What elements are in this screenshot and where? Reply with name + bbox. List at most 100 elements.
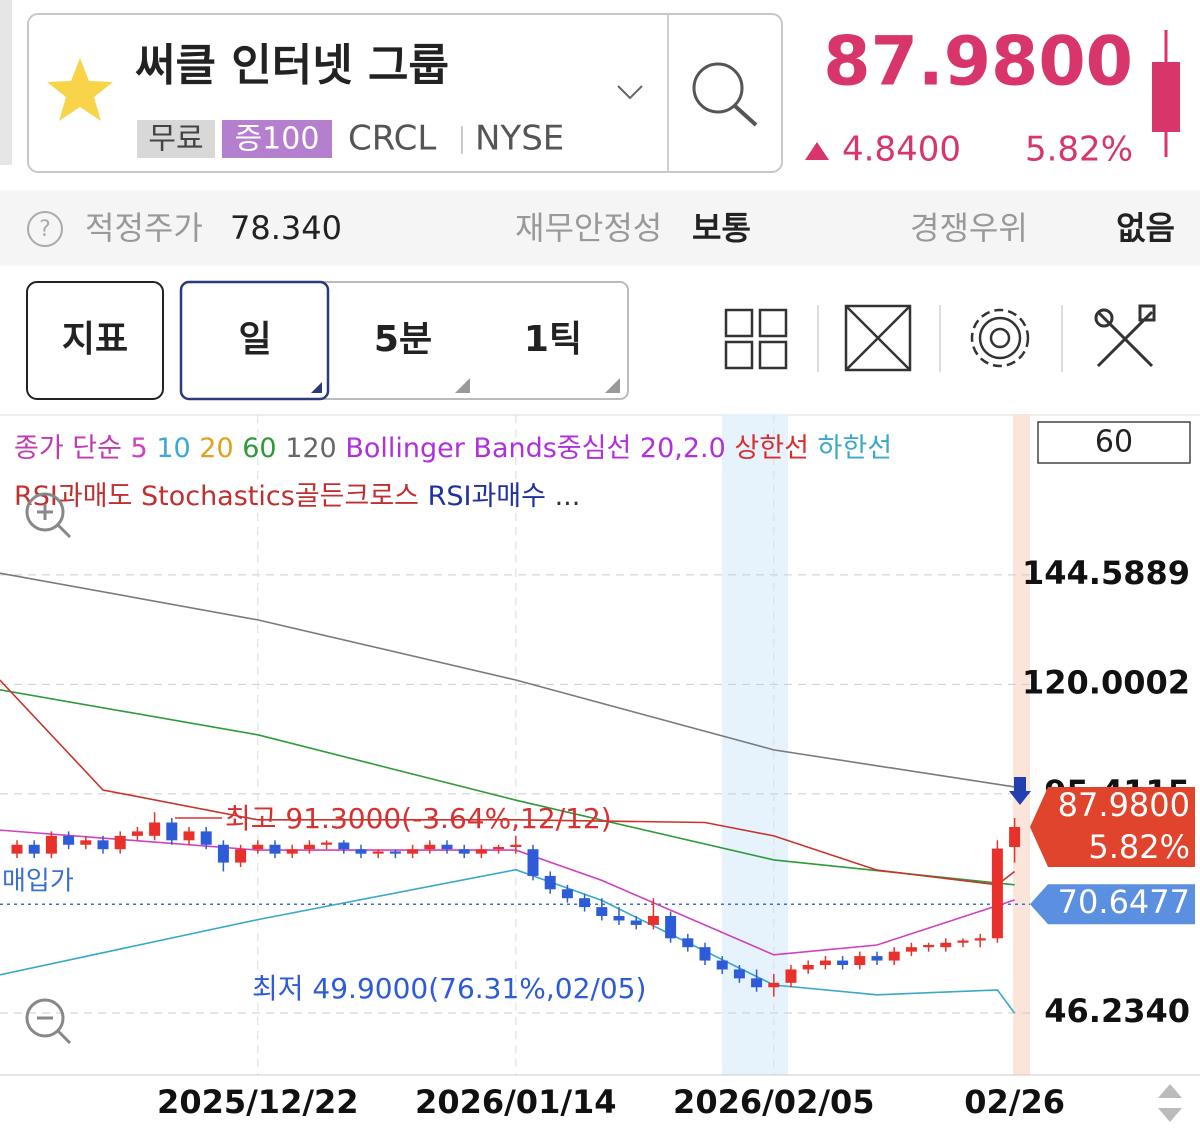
candle-body: [321, 842, 333, 845]
candle-body: [97, 840, 109, 850]
current-band: [1013, 414, 1030, 1075]
legend-item: 120: [285, 433, 337, 464]
candle-body: [544, 875, 556, 890]
scroll-arrows[interactable]: [1158, 1084, 1182, 1122]
period-box-label: 60: [1095, 425, 1133, 460]
tag-bg: [222, 120, 332, 158]
y-tick-label: 144.5889: [1022, 554, 1190, 592]
price-tag-label: 87.9800: [1058, 786, 1190, 824]
y-tick-label: 46.2340: [1044, 992, 1190, 1030]
indicator-line: [0, 689, 1015, 886]
candle-body: [665, 916, 677, 939]
x-tick-label: 2026/02/05: [673, 1083, 875, 1121]
indicator-line: [0, 829, 1015, 956]
info-label: 적정주가: [85, 209, 203, 247]
candle-body: [200, 831, 212, 845]
period[interactable]: 5분: [374, 319, 432, 360]
legend-item: 하한선: [818, 433, 893, 464]
candle-body: [458, 849, 470, 854]
candle-body: [407, 849, 419, 854]
candle-body: [510, 844, 522, 847]
candle-body: [613, 916, 625, 921]
mini-candle: [1152, 62, 1180, 132]
candle-body: [630, 920, 642, 925]
candle-body: [441, 844, 453, 850]
legend-item: Bollinger Bands중심선 20,2.0: [345, 433, 725, 464]
help-icon[interactable]: [27, 211, 63, 247]
candle-body: [424, 844, 436, 850]
zoom-out[interactable]: [25, 998, 72, 1045]
overlay: 2025/12/22 2026/01/14 2026/02/05 02/26 최고 91…: [2, 777, 1195, 1121]
ticker: CRCL: [348, 119, 436, 159]
indicator-line: [0, 572, 1015, 788]
candle-body: [716, 960, 728, 970]
favorite-star[interactable]: [47, 58, 113, 121]
scroll-edge: [0, 0, 12, 165]
candle-body: [802, 965, 814, 970]
candle-body: [1009, 827, 1021, 847]
change-pct: 5.82%: [1025, 130, 1133, 170]
candle-body: [475, 849, 487, 854]
candle-body: [389, 851, 401, 854]
candle-body: [751, 978, 763, 988]
legend-item: RSI과매도: [14, 481, 132, 512]
candle-body: [252, 844, 264, 850]
candle-body: [355, 849, 367, 854]
corner: [311, 382, 322, 393]
candle-body: [768, 982, 780, 988]
help-mark: ?: [39, 217, 51, 242]
candle-body: [596, 907, 608, 917]
candle-body: [647, 916, 659, 925]
legend-item: 10: [156, 433, 190, 464]
period[interactable]: 일: [238, 319, 271, 360]
period[interactable]: 1틱: [524, 319, 582, 360]
candle-body: [819, 960, 831, 965]
change: 4.8400: [842, 130, 961, 170]
x-tick-label: 2026/01/14: [415, 1083, 617, 1121]
layout-icon[interactable]: [724, 308, 788, 370]
info-bar: [0, 190, 1200, 266]
settings-icon[interactable]: [970, 308, 1030, 368]
candle-body: [63, 835, 75, 845]
y-tick-label: 120.0002: [1022, 663, 1190, 701]
legend-item: 5: [131, 433, 148, 464]
legend-item: Stochastics골든크로스: [141, 481, 419, 512]
candle-body: [991, 848, 1003, 939]
arrow-down: [1009, 777, 1031, 806]
purchase-label: 매입가: [2, 867, 74, 897]
low-note: 최저 49.9000(76.31%,02/05): [252, 972, 646, 1005]
x-tick-label: 2025/12/22: [157, 1083, 359, 1121]
candle-body: [303, 844, 315, 850]
indicator-line: [0, 679, 1016, 886]
stock-title: 써클 인터넷 그룹: [135, 40, 449, 91]
candle-body: [338, 842, 350, 850]
indicator-button[interactable]: [26, 281, 164, 400]
zoom-in[interactable]: [25, 492, 72, 539]
legend-item: 상한선: [734, 433, 809, 464]
indicator-label: 지표: [62, 319, 128, 360]
candle-body: [940, 942, 952, 948]
candle-body: [28, 844, 40, 854]
candle-body: [974, 938, 986, 941]
stock-box[interactable]: [27, 13, 783, 173]
legend: 종가 단순 5 10 20 60 120 Bollinger Bands중심선 …: [14, 433, 892, 464]
candle-body: [923, 944, 935, 948]
tools-icon[interactable]: [1094, 304, 1156, 368]
info-value: 보통: [692, 209, 751, 247]
dropdown[interactable]: [617, 85, 643, 100]
purchase-tag-label: 70.6477: [1058, 883, 1190, 921]
candle-body: [80, 840, 92, 845]
period-box[interactable]: [1037, 421, 1191, 464]
legend-item: 20: [199, 433, 233, 464]
candle-body: [905, 947, 917, 952]
candle-body: [45, 835, 57, 854]
exchange: NYSE: [475, 119, 564, 159]
expand-icon[interactable]: [844, 304, 912, 372]
search-icon[interactable]: [692, 62, 744, 114]
up-arrow: [805, 142, 829, 160]
period-selected[interactable]: [179, 280, 330, 401]
candle-body: [166, 822, 178, 841]
price-tag: [1030, 787, 1195, 868]
candle-body: [854, 956, 866, 965]
